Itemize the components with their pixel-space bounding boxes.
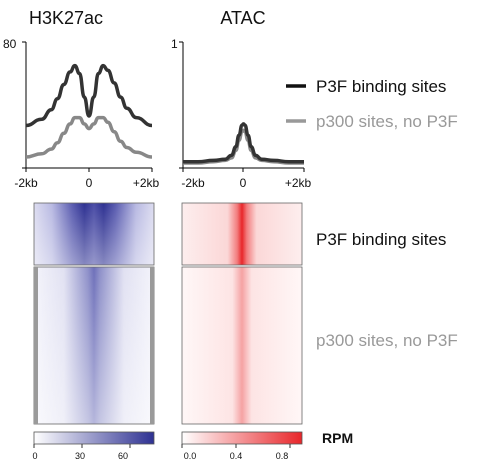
legend-label-p300: p300 sites, no P3F <box>316 112 458 131</box>
h3k27ac-colorbar-tick-0: 0 <box>32 451 37 461</box>
h3k27ac-xtick-center: 0 <box>86 176 93 190</box>
atac-colorbar-tick-1: 0.4 <box>230 451 243 461</box>
h3k27ac-colorbar-tick-1: 30 <box>75 451 85 461</box>
atac-heatmap <box>181 202 303 425</box>
atac-colorbar-tick-0: 0.0 <box>184 451 197 461</box>
h3k27ac-colorbar-tick-2: 60 <box>118 451 128 461</box>
heatmap-group1-label: P3F binding sites <box>316 230 446 249</box>
atac-colorbar-tick-2: 0.8 <box>276 451 289 461</box>
atac-title: ATAC <box>220 8 265 28</box>
h3k27ac-xtick-right: +2kb <box>133 176 160 190</box>
atac-series-lines <box>183 122 304 165</box>
h3k27ac-profile-plot: 80 -2kb 0 +2kb <box>3 37 160 190</box>
h3k27ac-series-lines <box>25 63 153 159</box>
h3k27ac-heatmap-group1-fade <box>34 203 154 265</box>
h3k27ac-series-p3f <box>25 63 153 128</box>
heatmap-group2-label: p300 sites, no P3F <box>316 331 458 350</box>
legend: P3F binding sites p300 sites, no P3F <box>286 77 458 131</box>
atac-xtick-left: -2kb <box>181 176 205 190</box>
atac-series-p3f <box>183 122 304 164</box>
h3k27ac-title: H3K27ac <box>29 8 103 28</box>
legend-label-p3f: P3F binding sites <box>316 77 446 96</box>
h3k27ac-colorbar: 0 30 60 <box>32 431 155 461</box>
h3k27ac-ytick-top: 80 <box>3 37 17 51</box>
atac-xtick-right: +2kb <box>285 176 312 190</box>
atac-series-p300 <box>183 128 304 165</box>
h3k27ac-heatmap <box>33 202 155 425</box>
h3k27ac-heatmap-group2-fade <box>34 267 154 424</box>
h3k27ac-series-p300 <box>25 115 153 159</box>
atac-colorbar: 0.0 0.4 0.8 <box>181 431 303 461</box>
atac-profile-plot: 1 -2kb 0 +2kb <box>171 37 312 190</box>
atac-heatmap-group2 <box>182 267 302 424</box>
colorbar-unit-label: RPM <box>322 430 353 446</box>
atac-heatmap-group1 <box>182 203 302 265</box>
atac-ytick-top: 1 <box>171 37 178 51</box>
h3k27ac-xtick-left: -2kb <box>14 176 38 190</box>
atac-xtick-center: 0 <box>240 176 247 190</box>
